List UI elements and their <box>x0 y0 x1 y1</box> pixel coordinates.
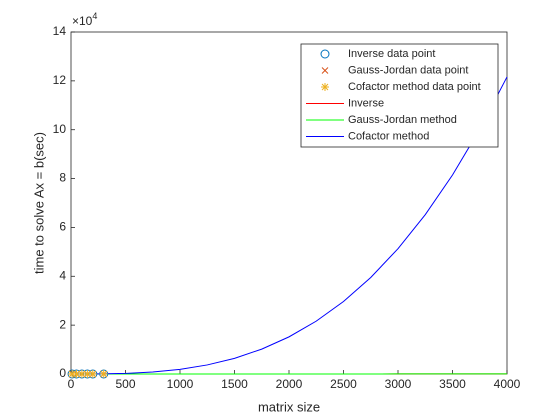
legend-label: Gauss-Jordan method <box>348 114 457 126</box>
x-axis-label: matrix size <box>258 399 320 414</box>
y-tick-label: 10 <box>53 122 67 136</box>
y-exponent-power: 4 <box>92 11 97 21</box>
y-tick-label: 6 <box>59 220 66 234</box>
marker-stroke <box>321 67 329 74</box>
y-tick-label: 14 <box>53 24 67 38</box>
y-axis-label: time to solve Ax = b(sec) <box>31 132 46 274</box>
x-tick-label: 3500 <box>439 377 466 391</box>
marker <box>321 67 329 74</box>
legend-label: Gauss-Jordan data point <box>348 64 468 76</box>
series-line <box>70 76 508 375</box>
x-tick-label: 2500 <box>330 377 357 391</box>
marker <box>321 83 329 91</box>
y-exponent: ×104 <box>72 11 97 28</box>
x-tick-label: 2000 <box>276 377 303 391</box>
x-tick-label: 1500 <box>221 377 248 391</box>
x-tick-label: 0 <box>68 377 75 391</box>
y-tick-label: 4 <box>59 268 66 282</box>
legend-label: Inverse <box>348 97 384 109</box>
legend-label: Cofactor method <box>348 130 429 142</box>
x-tick-label: 3000 <box>385 377 412 391</box>
y-exponent-base: ×10 <box>72 14 93 28</box>
marker <box>320 49 330 59</box>
legend-label: Cofactor method data point <box>348 81 481 93</box>
x-tick-label: 4000 <box>494 377 521 391</box>
y-tick-label: 2 <box>59 317 66 331</box>
marker-circle <box>320 49 330 59</box>
y-tick-label: 8 <box>59 171 66 185</box>
legend-box <box>300 43 499 148</box>
x-tick-label: 500 <box>115 377 135 391</box>
marker <box>88 369 97 378</box>
y-tick-label: 12 <box>53 73 67 87</box>
x-tick-label: 1000 <box>167 377 194 391</box>
y-tick-label: 0 <box>59 366 66 380</box>
marker <box>72 369 81 378</box>
legend-label: Inverse data point <box>348 48 435 60</box>
marker <box>99 369 108 378</box>
